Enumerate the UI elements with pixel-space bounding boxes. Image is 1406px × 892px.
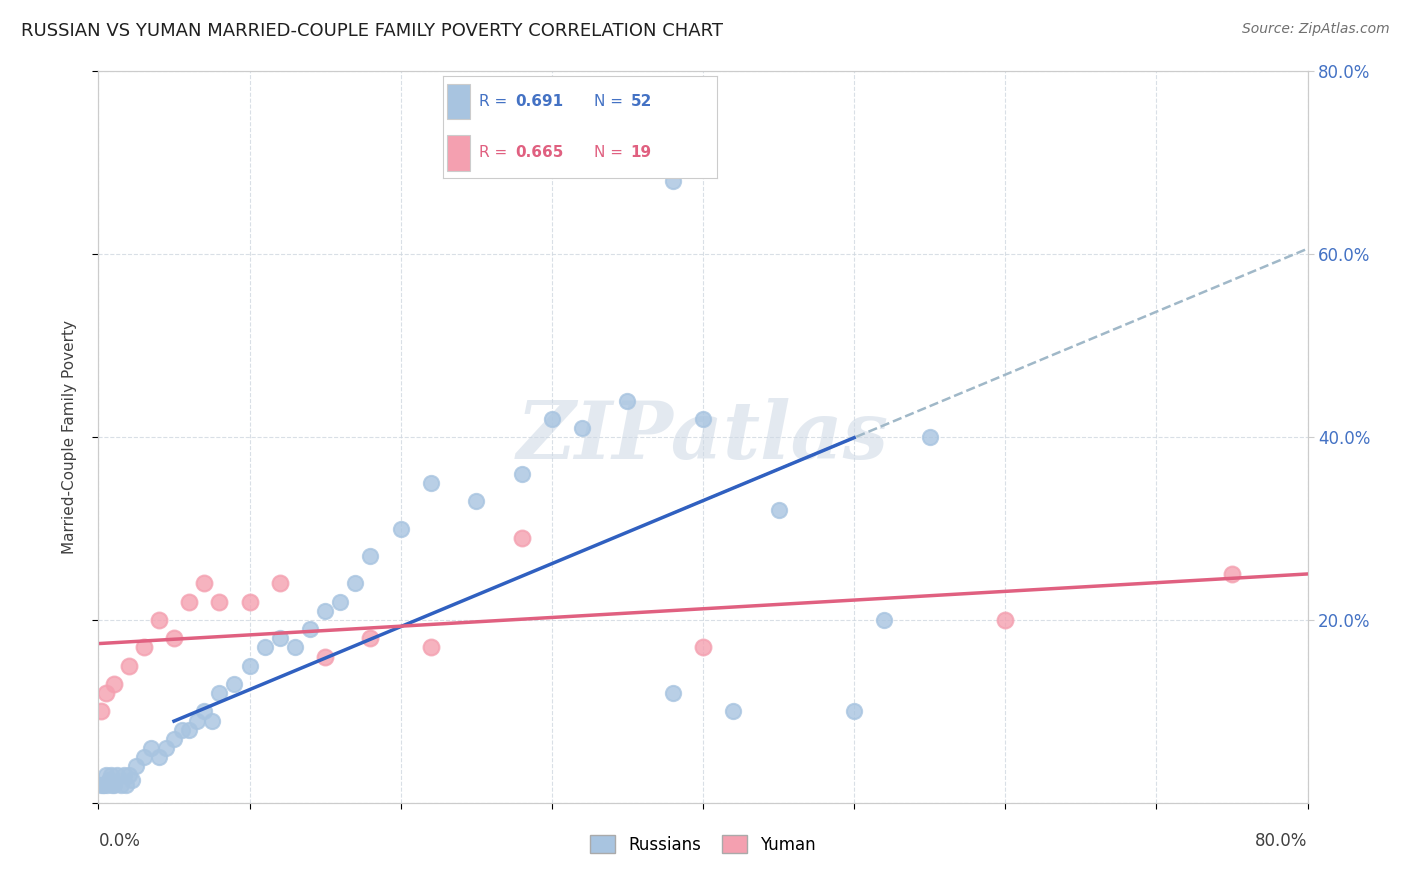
Point (344, 576, 367, 591)
Point (121, 772, 143, 787)
Point (253, 640, 276, 655)
Point (269, 632, 291, 646)
Point (101, 778, 124, 792)
Text: 0.0%: 0.0% (98, 832, 141, 850)
Point (94, 768, 117, 782)
Point (201, 714, 224, 728)
Point (571, 421, 593, 435)
Point (239, 594, 262, 608)
Point (105, 768, 128, 782)
Text: Source: ZipAtlas.com: Source: ZipAtlas.com (1241, 22, 1389, 37)
Point (465, 494, 488, 508)
Point (510, 467, 533, 481)
Point (510, 531, 533, 545)
Point (661, 686, 683, 700)
Point (661, 174, 683, 188)
Point (132, 750, 155, 764)
Point (224, 677, 246, 691)
Point (110, 778, 132, 792)
Point (768, 503, 790, 517)
Point (163, 632, 186, 646)
Point (148, 613, 170, 627)
Point (389, 521, 412, 535)
Point (918, 430, 941, 444)
Point (94, 686, 117, 700)
Point (284, 640, 307, 655)
Point (1220, 567, 1243, 582)
Point (118, 768, 141, 782)
Legend: Russians, Yuman: Russians, Yuman (583, 829, 823, 860)
Point (90, 778, 112, 792)
Point (193, 705, 215, 719)
Point (994, 613, 1017, 627)
Point (125, 759, 148, 773)
Y-axis label: Married-Couple Family Poverty: Married-Couple Family Poverty (62, 320, 77, 554)
Point (299, 622, 322, 636)
Point (148, 750, 170, 764)
Point (100, 768, 122, 782)
Text: R =: R = (478, 145, 512, 161)
Text: RUSSIAN VS YUMAN MARRIED-COUPLE FAMILY POVERTY CORRELATION CHART: RUSSIAN VS YUMAN MARRIED-COUPLE FAMILY P… (21, 22, 723, 40)
Point (103, 778, 125, 792)
Point (114, 778, 136, 792)
Point (90, 705, 112, 719)
Point (420, 475, 443, 490)
Point (844, 705, 866, 719)
Text: N =: N = (593, 145, 627, 161)
Text: 80.0%: 80.0% (1256, 832, 1308, 850)
Point (873, 613, 896, 627)
Point (420, 640, 443, 655)
Point (540, 412, 562, 426)
Text: 0.665: 0.665 (516, 145, 564, 161)
Point (193, 576, 215, 591)
Point (314, 649, 336, 664)
FancyBboxPatch shape (447, 84, 470, 120)
Point (98, 772, 121, 787)
Point (723, 705, 745, 719)
Point (616, 393, 638, 408)
Point (91, 778, 114, 792)
Point (239, 658, 262, 673)
Point (314, 604, 336, 618)
Point (103, 677, 125, 691)
Point (692, 640, 714, 655)
Text: 52: 52 (631, 94, 652, 109)
Point (170, 723, 193, 737)
Point (155, 740, 177, 755)
Point (118, 658, 141, 673)
Text: ZIPatlas: ZIPatlas (517, 399, 889, 475)
Point (208, 594, 231, 608)
Text: 19: 19 (631, 145, 652, 161)
Point (269, 576, 291, 591)
Point (329, 594, 352, 608)
Point (132, 640, 155, 655)
Text: 0.691: 0.691 (516, 94, 564, 109)
Point (93, 778, 115, 792)
Text: N =: N = (593, 94, 627, 109)
Point (163, 731, 186, 746)
Point (179, 723, 201, 737)
Point (141, 740, 163, 755)
Point (692, 412, 714, 426)
Point (179, 594, 201, 608)
Point (208, 686, 231, 700)
Point (96, 778, 118, 792)
Point (186, 714, 208, 728)
FancyBboxPatch shape (447, 135, 470, 170)
Point (360, 632, 382, 646)
Point (360, 549, 382, 563)
Point (112, 768, 135, 782)
Text: R =: R = (478, 94, 512, 109)
